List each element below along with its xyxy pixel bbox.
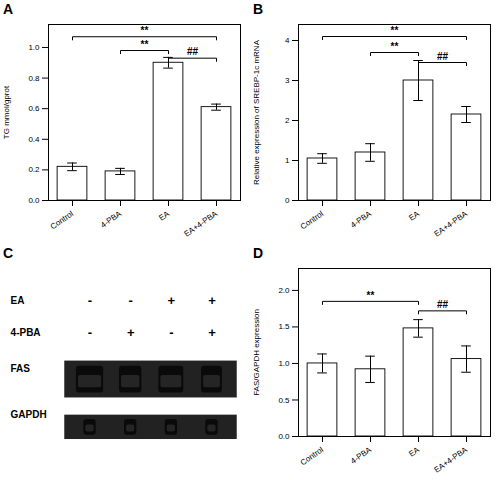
html-text:D: D bbox=[253, 245, 264, 261]
svg-text:0.8: 0.8 bbox=[28, 74, 40, 83]
svg-text:2: 2 bbox=[285, 116, 290, 125]
svg-text:TG mmol/gprot: TG mmol/gprot bbox=[2, 85, 11, 139]
svg-text:2.0: 2.0 bbox=[278, 286, 290, 295]
svg-text:Relative expression of SREBP-1: Relative expression of SREBP-1c mRNA bbox=[252, 39, 261, 185]
svg-text:-: - bbox=[169, 325, 173, 340]
svg-text:**: ** bbox=[141, 25, 149, 36]
svg-text:0.2: 0.2 bbox=[28, 165, 40, 174]
svg-text:1.0: 1.0 bbox=[28, 43, 40, 52]
svg-text:##: ## bbox=[437, 51, 449, 62]
svg-text:-: - bbox=[88, 325, 92, 340]
svg-text:**: ** bbox=[391, 25, 399, 36]
svg-text:Control: Control bbox=[49, 209, 75, 231]
svg-text:EA: EA bbox=[407, 445, 421, 459]
svg-text:##: ## bbox=[437, 299, 449, 310]
svg-text:+: + bbox=[208, 293, 216, 308]
svg-text:**: ** bbox=[141, 39, 149, 50]
svg-text:**: ** bbox=[367, 290, 375, 301]
html-text:C: C bbox=[3, 245, 14, 261]
svg-text:+: + bbox=[168, 293, 176, 308]
svg-text:4-PBA: 4-PBA bbox=[349, 445, 374, 466]
svg-text:Control: Control bbox=[299, 209, 325, 231]
svg-text:FAS: FAS bbox=[11, 363, 31, 374]
svg-text:GAPDH: GAPDH bbox=[11, 409, 47, 420]
svg-text:EA: EA bbox=[157, 209, 171, 223]
svg-text:##: ## bbox=[187, 46, 199, 57]
svg-text:EA: EA bbox=[11, 295, 25, 306]
svg-text:+: + bbox=[208, 325, 216, 340]
svg-text:EA+4-PBA: EA+4-PBA bbox=[182, 209, 219, 239]
svg-text:1.5: 1.5 bbox=[278, 322, 290, 331]
svg-text:0.0: 0.0 bbox=[278, 432, 290, 441]
svg-text:4-PBA: 4-PBA bbox=[11, 327, 41, 338]
svg-text:1: 1 bbox=[285, 156, 290, 165]
html-text:B: B bbox=[253, 1, 264, 17]
svg-text:+: + bbox=[127, 325, 135, 340]
svg-text:EA+4-PBA: EA+4-PBA bbox=[432, 209, 469, 239]
svg-text:4: 4 bbox=[285, 36, 290, 45]
svg-text:0.5: 0.5 bbox=[278, 396, 290, 405]
svg-text:3: 3 bbox=[285, 76, 290, 85]
svg-text:0.4: 0.4 bbox=[28, 135, 40, 144]
svg-text:0: 0 bbox=[285, 196, 290, 205]
svg-text:4-PBA: 4-PBA bbox=[349, 209, 374, 230]
svg-text:-: - bbox=[88, 293, 92, 308]
svg-text:Control: Control bbox=[299, 445, 325, 467]
html-text:A: A bbox=[3, 1, 14, 17]
svg-text:0.0: 0.0 bbox=[28, 196, 40, 205]
svg-text:-: - bbox=[129, 293, 133, 308]
svg-text:FAS/GAPDH expression: FAS/GAPDH expression bbox=[252, 309, 261, 396]
svg-text:EA+4-PBA: EA+4-PBA bbox=[432, 445, 469, 475]
svg-text:1.0: 1.0 bbox=[278, 359, 290, 368]
svg-text:EA: EA bbox=[407, 209, 421, 223]
svg-text:0.6: 0.6 bbox=[28, 104, 40, 113]
svg-text:**: ** bbox=[391, 41, 399, 52]
svg-text:4-PBA: 4-PBA bbox=[99, 209, 124, 230]
